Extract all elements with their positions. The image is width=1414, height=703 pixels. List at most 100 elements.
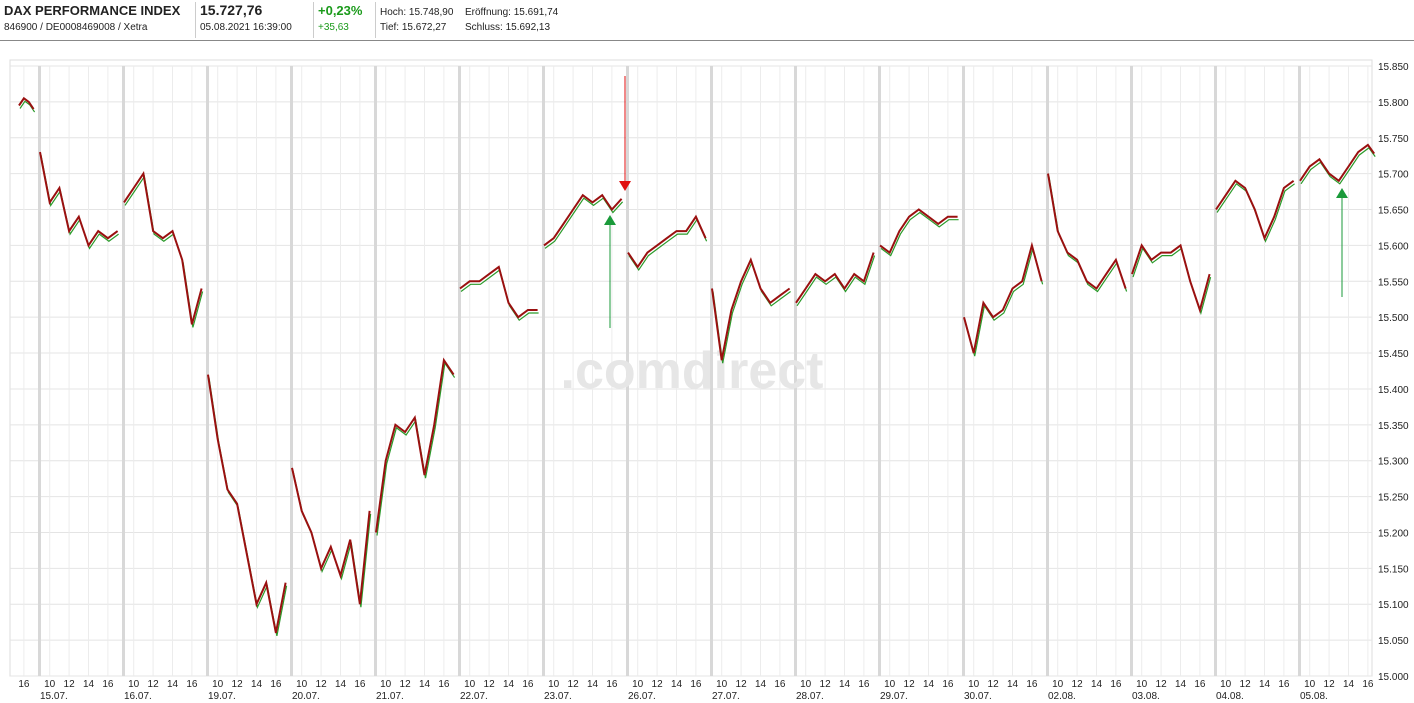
- x-tick-label: 10: [380, 679, 392, 690]
- x-date-label: 03.08.: [1132, 691, 1160, 702]
- price-line: [879, 208, 958, 255]
- x-date-label: 02.08.: [1048, 691, 1076, 702]
- x-tick-label: 14: [1091, 679, 1103, 690]
- low: Tief: 15.672,27: [380, 22, 447, 33]
- x-tick-label: 14: [671, 679, 683, 690]
- y-tick-label: 15.200: [1378, 528, 1409, 539]
- price-line: [543, 193, 623, 247]
- x-tick-label: 16: [1362, 679, 1374, 690]
- x-tick-label: 14: [251, 679, 263, 690]
- price-line-shadow: [460, 268, 539, 322]
- day-separator: [290, 66, 293, 676]
- x-tick-label: 10: [632, 679, 644, 690]
- y-tick-label: 15.550: [1378, 277, 1409, 288]
- y-tick-label: 15.050: [1378, 636, 1409, 647]
- x-tick-label: 16: [1110, 679, 1122, 690]
- x-tick-label: 16: [186, 679, 198, 690]
- open: Eröffnung: 15.691,74: [465, 7, 559, 18]
- x-tick-label: 12: [400, 679, 412, 690]
- x-date-label: 04.08.: [1216, 691, 1244, 702]
- x-date-label: 05.08.: [1300, 691, 1328, 702]
- price-line: [1131, 243, 1211, 314]
- y-tick-label: 15.750: [1378, 134, 1409, 145]
- price-line-shadow: [964, 246, 1044, 357]
- x-date-label: 30.07.: [964, 691, 992, 702]
- high: Hoch: 15.748,90: [380, 7, 454, 18]
- day-separator: [374, 66, 377, 676]
- y-tick-label: 15.300: [1378, 457, 1409, 468]
- y-tick-label: 15.650: [1378, 206, 1409, 217]
- x-tick-label: 14: [419, 679, 431, 690]
- change-abs: +35,63: [318, 22, 349, 33]
- price-line: [375, 357, 455, 533]
- price-line: [1215, 179, 1295, 241]
- x-tick-label: 16: [1194, 679, 1206, 690]
- arrow-head: [619, 181, 631, 191]
- x-tick-label: 14: [587, 679, 599, 690]
- x-tick-label: 16: [354, 679, 366, 690]
- x-tick-label: 10: [884, 679, 896, 690]
- x-tick-label: 16: [102, 679, 114, 690]
- annotations: [604, 76, 1348, 328]
- x-date-label: 29.07.: [880, 691, 908, 702]
- x-date-label: 19.07.: [208, 691, 236, 702]
- y-tick-label: 15.450: [1378, 349, 1409, 360]
- x-tick-label: 12: [1072, 679, 1084, 690]
- close: Schluss: 15.692,13: [465, 22, 550, 33]
- x-date-label: 15.07.: [40, 691, 68, 702]
- price: 15.727,76: [200, 2, 262, 18]
- x-tick-label: 12: [568, 679, 580, 690]
- arrow-head: [1336, 188, 1348, 198]
- y-tick-label: 15.600: [1378, 241, 1409, 252]
- x-date-label: 28.07.: [796, 691, 824, 702]
- x-tick-label: 14: [1175, 679, 1187, 690]
- x-tick-label: 14: [755, 679, 767, 690]
- x-date-label: 21.07.: [376, 691, 404, 702]
- x-tick-label: 12: [1156, 679, 1168, 690]
- day-separator: [458, 66, 461, 676]
- x-tick-label: 12: [904, 679, 916, 690]
- price-line: [1299, 143, 1376, 183]
- x-tick-label: 10: [1136, 679, 1148, 690]
- x-tick-label: 10: [968, 679, 980, 690]
- day-separator: [878, 66, 881, 676]
- x-tick-label: 16: [690, 679, 702, 690]
- x-date-label: 26.07.: [628, 691, 656, 702]
- x-tick-label: 16: [18, 679, 30, 690]
- y-tick-label: 15.000: [1378, 672, 1409, 683]
- day-separator: [1298, 66, 1301, 676]
- price-line-shadow: [124, 175, 204, 328]
- x-tick-label: 12: [316, 679, 328, 690]
- x-tick-label: 10: [212, 679, 224, 690]
- x-tick-label: 12: [1324, 679, 1336, 690]
- x-tick-label: 10: [464, 679, 476, 690]
- price-line-shadow: [40, 154, 119, 250]
- x-tick-label: 12: [64, 679, 76, 690]
- x-tick-label: 16: [942, 679, 954, 690]
- x-tick-label: 14: [335, 679, 347, 690]
- price-line-shadow: [292, 470, 372, 608]
- x-tick-label: 12: [232, 679, 244, 690]
- x-tick-label: 10: [128, 679, 140, 690]
- price-line-shadow: [880, 211, 959, 257]
- header-bg: [0, 0, 1414, 40]
- x-tick-label: 14: [167, 679, 179, 690]
- arrow-head: [604, 215, 616, 225]
- x-tick-label: 10: [800, 679, 812, 690]
- price-line: [963, 241, 1043, 354]
- x-date-label: 16.07.: [124, 691, 152, 702]
- y-tick-label: 15.350: [1378, 421, 1409, 432]
- day-separator: [962, 66, 965, 676]
- price-line-shadow: [208, 377, 288, 637]
- x-tick-label: 10: [716, 679, 728, 690]
- x-tick-label: 14: [1007, 679, 1019, 690]
- index-ids: 846900 / DE0008469008 / Xetra: [4, 22, 148, 33]
- x-tick-label: 10: [1052, 679, 1064, 690]
- y-tick-label: 15.850: [1378, 62, 1409, 73]
- day-separator: [206, 66, 209, 676]
- day-separator: [1130, 66, 1133, 676]
- price-line: [123, 170, 203, 325]
- x-tick-label: 16: [858, 679, 870, 690]
